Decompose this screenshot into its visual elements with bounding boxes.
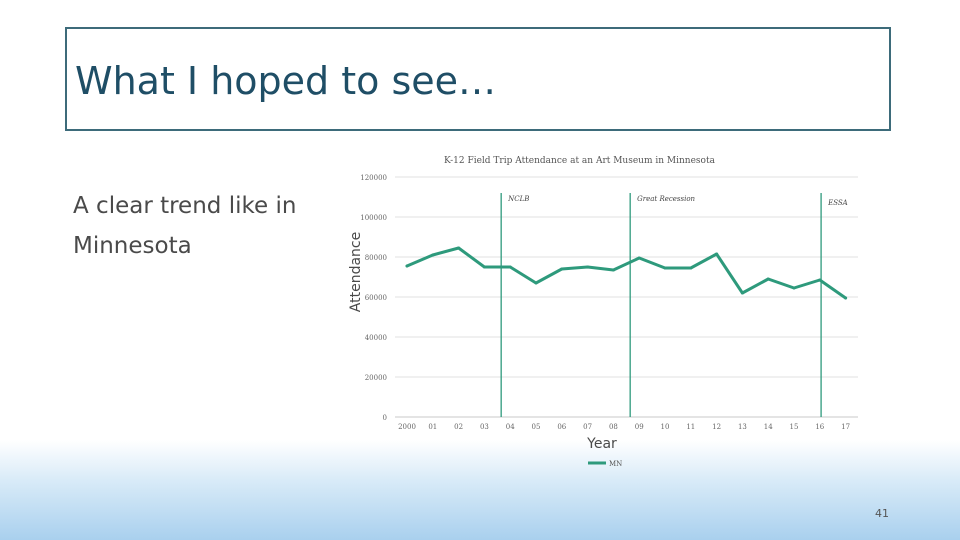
x-tick-label: 01	[428, 423, 437, 431]
page-number: 41	[875, 507, 889, 520]
x-tick-label: 14	[764, 423, 773, 431]
annotation-label: Great Recession	[637, 195, 695, 203]
data-point	[431, 253, 435, 257]
data-point	[715, 252, 719, 256]
x-tick-label: 06	[557, 423, 566, 431]
y-axis-label: Attendance	[348, 232, 364, 312]
y-tick-label: 100000	[360, 214, 387, 222]
x-tick-label: 12	[712, 423, 721, 431]
x-tick-label: 09	[635, 423, 644, 431]
x-tick-label: 13	[738, 423, 747, 431]
y-tick-label: 120000	[360, 174, 387, 182]
chart-title: K-12 Field Trip Attendance at an Art Mus…	[444, 156, 716, 166]
data-point	[740, 291, 744, 295]
data-point	[482, 265, 486, 269]
x-axis-label: Year	[586, 436, 617, 452]
x-tick-label: 02	[454, 423, 463, 431]
x-tick-label: 05	[532, 423, 541, 431]
data-point	[689, 266, 693, 270]
data-point	[663, 266, 667, 270]
data-point	[405, 264, 409, 268]
x-tick-label: 04	[506, 423, 515, 431]
data-point	[534, 281, 538, 285]
legend-label: MN	[609, 460, 622, 468]
data-point	[792, 286, 796, 290]
series-line-mn	[405, 246, 848, 300]
annotation-label: ESSA	[827, 199, 848, 207]
slide-title: What I hoped to see…	[75, 59, 497, 103]
y-tick-label: 40000	[365, 334, 387, 342]
x-tick-label: 17	[841, 423, 850, 431]
y-tick-label: 60000	[365, 294, 387, 302]
data-point	[457, 246, 461, 250]
data-point	[818, 278, 822, 282]
data-point	[560, 267, 564, 271]
data-point	[844, 296, 848, 300]
x-tick-label: 07	[583, 423, 592, 431]
x-tick-label: 11	[686, 423, 695, 431]
data-point	[586, 265, 590, 269]
y-tick-label: 80000	[365, 254, 387, 262]
data-point	[637, 256, 641, 260]
data-point	[611, 268, 615, 272]
data-point	[766, 277, 770, 281]
x-tick-label: 03	[480, 423, 489, 431]
y-tick-label: 0	[383, 414, 387, 422]
annotation-label: NCLB	[507, 195, 529, 203]
x-tick-label: 15	[790, 423, 799, 431]
x-tick-label: 10	[661, 423, 670, 431]
slide-body-text: A clear trend like in Minnesota	[73, 193, 297, 259]
x-tick-label: 16	[815, 423, 824, 431]
title-box: What I hoped to see…	[65, 27, 891, 131]
x-tick-label: 08	[609, 423, 618, 431]
x-tick-label: 2000	[398, 423, 416, 431]
y-tick-label: 20000	[365, 374, 387, 382]
data-point	[508, 265, 512, 269]
